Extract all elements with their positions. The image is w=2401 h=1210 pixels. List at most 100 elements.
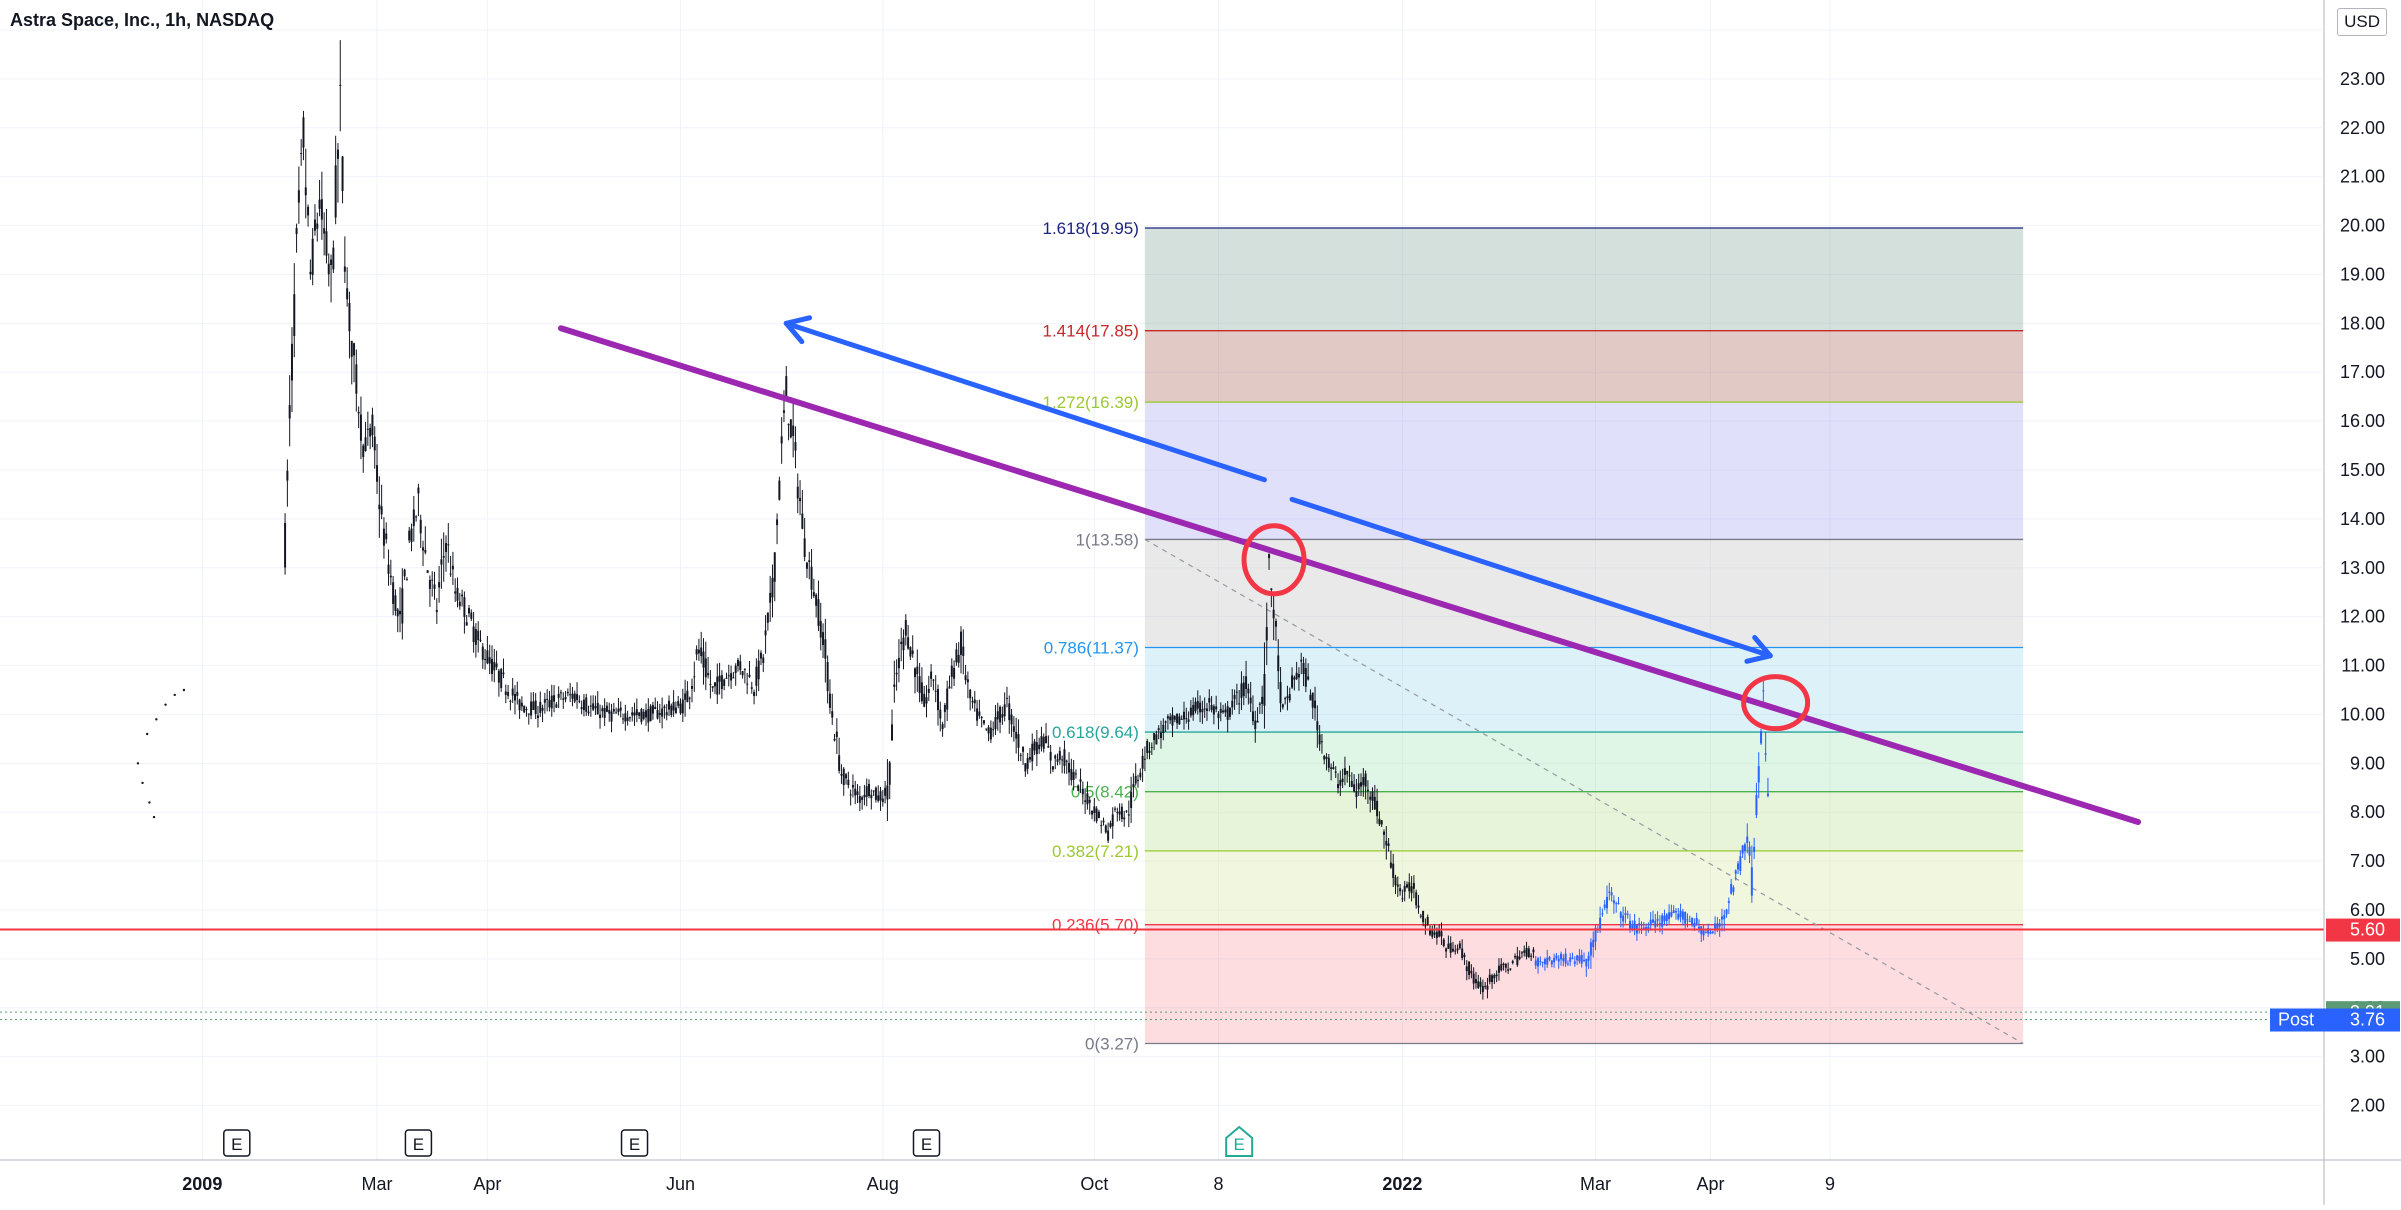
candle-body: [470, 612, 473, 619]
candle-body: [989, 727, 992, 740]
candle-body: [985, 728, 988, 730]
candle-body: [1707, 927, 1710, 934]
candle-body: [1357, 783, 1360, 790]
candle-body: [1527, 948, 1530, 958]
candle-body: [323, 228, 326, 234]
history-dot: [145, 732, 149, 736]
earnings-marker[interactable]: E: [223, 1129, 251, 1157]
candle-body: [454, 591, 457, 594]
candle-body: [881, 798, 884, 803]
candle-body: [1222, 710, 1225, 713]
history-dot: [136, 762, 140, 765]
candle-body: [746, 683, 749, 685]
candle-body: [812, 592, 815, 597]
candle-body: [753, 692, 756, 696]
candle-body: [610, 711, 613, 722]
candle-body: [1116, 812, 1119, 814]
candle-body: [1394, 877, 1397, 886]
earnings-marker[interactable]: E: [1225, 1125, 1254, 1157]
candle-body: [1366, 789, 1369, 792]
candle-body: [532, 701, 535, 710]
candle-body: [509, 700, 512, 702]
candle-body: [1573, 961, 1576, 964]
candle-body: [1051, 766, 1054, 770]
candle-body: [1661, 915, 1664, 927]
candle-body: [295, 228, 298, 235]
earnings-marker-box: [620, 1129, 649, 1157]
candle-body: [1704, 931, 1707, 933]
candle-body: [872, 790, 875, 792]
candle-body: [792, 425, 795, 436]
candle-body: [739, 661, 742, 671]
earnings-marker[interactable]: E: [404, 1129, 433, 1157]
candle-body: [847, 779, 850, 786]
candle-body: [1045, 736, 1048, 744]
candle-body: [1166, 716, 1169, 719]
candle-body: [1072, 771, 1075, 780]
candle-body: [1741, 845, 1744, 854]
candle-body: [980, 716, 983, 719]
candle-body: [1033, 741, 1036, 751]
candle-body: [1463, 954, 1466, 957]
candle-body: [762, 657, 765, 663]
candle-body: [387, 564, 390, 574]
candle-body: [525, 708, 528, 710]
candle-body: [1668, 912, 1671, 920]
earnings-marker[interactable]: E: [620, 1129, 649, 1157]
candle-body: [1548, 956, 1551, 960]
candle-body: [527, 713, 530, 715]
candle-body: [1224, 709, 1227, 713]
candle-body: [1019, 754, 1022, 756]
candle-body: [1642, 927, 1645, 930]
candle-body: [1100, 825, 1103, 827]
candle-body: [523, 705, 526, 713]
candle-body: [1148, 750, 1151, 753]
blue-arrow-left-head: [783, 315, 813, 326]
candle-body: [769, 592, 772, 603]
candle-body: [658, 712, 661, 715]
candle-body: [1610, 892, 1613, 896]
candle-body: [1277, 655, 1280, 672]
candle-body: [1449, 942, 1452, 953]
candle-body: [1454, 950, 1457, 952]
currency-button[interactable]: USD: [2337, 8, 2387, 36]
candle-body: [511, 688, 514, 696]
candle-body: [776, 519, 779, 526]
earnings-marker[interactable]: E: [912, 1129, 941, 1157]
time-tick-label: 9: [1825, 1174, 1835, 1194]
candle-body: [1107, 830, 1110, 841]
candle-body: [840, 774, 843, 776]
candle-body: [1061, 759, 1064, 761]
candle-body: [674, 707, 677, 714]
candle-body: [1426, 916, 1429, 925]
candle-body: [1364, 773, 1367, 787]
candle-body: [355, 364, 358, 394]
candle-body: [1493, 975, 1496, 979]
candle-body: [1396, 884, 1399, 887]
time-tick-label: Jun: [666, 1174, 695, 1194]
candle-body: [932, 679, 935, 681]
candle-body: [1017, 734, 1020, 748]
candle-body: [870, 794, 873, 799]
candle-body: [1134, 775, 1137, 784]
candle-body: [638, 712, 641, 716]
candle-body: [486, 650, 489, 664]
candle-body: [1587, 955, 1590, 961]
candle-body: [316, 223, 319, 229]
candle-body: [626, 717, 629, 721]
candle-body: [1695, 917, 1698, 924]
candle-body: [934, 690, 937, 692]
candle-body: [874, 787, 877, 800]
candle-body: [679, 703, 682, 714]
candle-body: [900, 641, 903, 645]
time-axis: 2009 Mar Apr Jun Aug Oct 8 2022 Mar Apr 9: [182, 1174, 1835, 1194]
candle-body: [1693, 923, 1696, 928]
candle-body: [755, 666, 758, 686]
candle-body: [1410, 886, 1413, 894]
candle-body: [805, 562, 808, 569]
candle-body: [693, 676, 696, 678]
candle-body: [564, 697, 567, 700]
candle-body: [725, 677, 728, 679]
